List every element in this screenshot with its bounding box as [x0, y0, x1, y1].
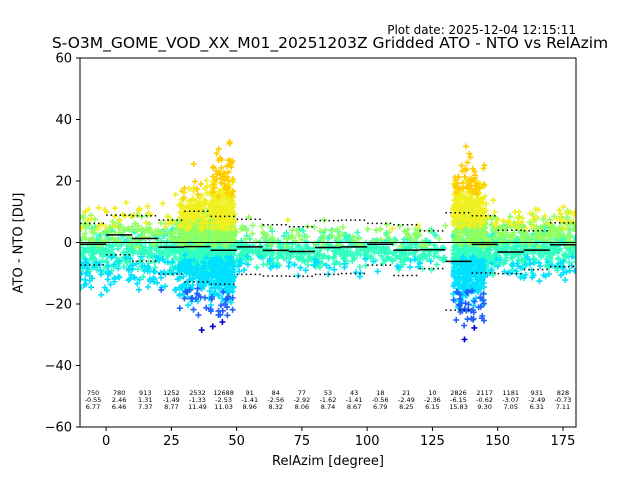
- bin-count-label: 2532: [189, 389, 206, 397]
- x-tick-label: 175: [551, 434, 576, 449]
- bin-mean-label: -0.55: [85, 396, 102, 404]
- bin-mean-label: -2.53: [215, 396, 232, 404]
- bin-count-label: 780: [113, 389, 125, 397]
- bin-count-label: 12688: [213, 389, 234, 397]
- y-tick-label: 40: [55, 113, 72, 128]
- x-tick-label: 0: [102, 434, 110, 449]
- bin-std-label: 6.79: [373, 403, 387, 411]
- bin-std-label: 8.25: [399, 403, 413, 411]
- scatter-marker-group: [198, 319, 478, 343]
- bin-count-label: 53: [324, 389, 332, 397]
- bin-count-label: 1181: [502, 389, 519, 397]
- scatter-marker-group: [158, 285, 487, 329]
- x-tick-label: 25: [163, 434, 180, 449]
- bin-std-label: 11.03: [214, 403, 233, 411]
- x-tick-label: 125: [420, 434, 445, 449]
- bin-mean-label: -2.49: [528, 396, 545, 404]
- bin-std-label: 6.15: [425, 403, 439, 411]
- bin-std-label: 8.32: [269, 403, 283, 411]
- bin-std-label: 9.30: [477, 403, 491, 411]
- bin-std-label: 7.37: [138, 403, 152, 411]
- y-axis-label: ATO - NTO [DU]: [11, 192, 27, 294]
- bin-count-label: 1252: [163, 389, 180, 397]
- bin-std-label: 8.06: [295, 403, 309, 411]
- scatter-points: [80, 138, 576, 343]
- bin-count-label: 913: [139, 389, 151, 397]
- bin-mean-label: -0.73: [555, 396, 572, 404]
- y-tick-label: 20: [55, 175, 72, 190]
- bin-mean-label: -0.56: [372, 396, 389, 404]
- bin-mean-label: -1.49: [163, 396, 180, 404]
- bin-std-label: 7.05: [503, 403, 517, 411]
- bin-count-label: 91: [246, 389, 254, 397]
- bin-mean-label: 2.46: [112, 396, 126, 404]
- x-tick-label: 75: [294, 434, 311, 449]
- bin-count-label: 10: [428, 389, 436, 397]
- axes: 0 25 50 75 100 125 150 175 −60 −40 −20 0 20 40 60: [45, 52, 576, 450]
- y-tick-label: −20: [45, 298, 72, 313]
- bin-mean-label: -2.36: [424, 396, 441, 404]
- y-tick-label: −40: [45, 359, 72, 374]
- bin-count-label: 77: [298, 389, 306, 397]
- scatter-marker-group: [179, 138, 488, 201]
- bin-count-label: 2117: [476, 389, 493, 397]
- bin-mean-label: -2.49: [398, 396, 415, 404]
- bin-count-label: 18: [376, 389, 384, 397]
- bin-mean-label: -1.41: [241, 396, 258, 404]
- bin-std-label: 6.31: [530, 403, 544, 411]
- plot-date: Plot date: 2025-12-04 12:15:11: [387, 23, 576, 37]
- bin-std-label: 6.46: [112, 403, 126, 411]
- bin-mean-label: -1.41: [346, 396, 363, 404]
- chart-title: S-O3M_GOME_VOD_XX_M01_20251203Z Gridded …: [51, 34, 609, 52]
- y-tick-label: −60: [45, 421, 72, 436]
- bin-mean-label: -1.62: [320, 396, 337, 404]
- bin-std-label: 8.74: [321, 403, 335, 411]
- bin-lines: [80, 210, 576, 311]
- bin-std-label: 8.77: [164, 403, 178, 411]
- bin-mean-label: -2.56: [267, 396, 284, 404]
- bin-count-label: 931: [531, 389, 543, 397]
- bin-mean-label: -3.07: [502, 396, 519, 404]
- scatter-marker-group: [80, 252, 576, 311]
- bin-std-label: 15.83: [449, 403, 468, 411]
- bin-count-label: 2826: [450, 389, 467, 397]
- bin-mean-label: -1.33: [189, 396, 206, 404]
- y-tick-label: 0: [64, 236, 72, 251]
- bin-count-label: 21: [402, 389, 410, 397]
- bin-count-label: 84: [272, 389, 280, 397]
- bin-std-label: 8.67: [347, 403, 361, 411]
- x-axis-label: RelAzim [degree]: [272, 454, 384, 469]
- y-tick-label: 60: [55, 52, 72, 67]
- bin-count-label: 828: [557, 389, 569, 397]
- bin-mean-label: 1.31: [138, 396, 152, 404]
- bin-count-label: 750: [87, 389, 99, 397]
- x-tick-label: 150: [485, 434, 510, 449]
- bin-mean-label: -0.62: [476, 396, 493, 404]
- bin-std-label: 6.77: [86, 403, 100, 411]
- bin-std-label: 7.11: [556, 403, 570, 411]
- bin-std-label: 11.49: [188, 403, 207, 411]
- bin-mean-label: -6.15: [450, 396, 467, 404]
- bin-mean-label: -2.92: [293, 396, 310, 404]
- bin-std-label: 8.96: [242, 403, 256, 411]
- bin-count-label: 43: [350, 389, 358, 397]
- x-tick-label: 50: [228, 434, 245, 449]
- x-tick-label: 100: [355, 434, 380, 449]
- bin-stats: 750-0.556.777802.466.469131.317.371252-1…: [85, 389, 572, 411]
